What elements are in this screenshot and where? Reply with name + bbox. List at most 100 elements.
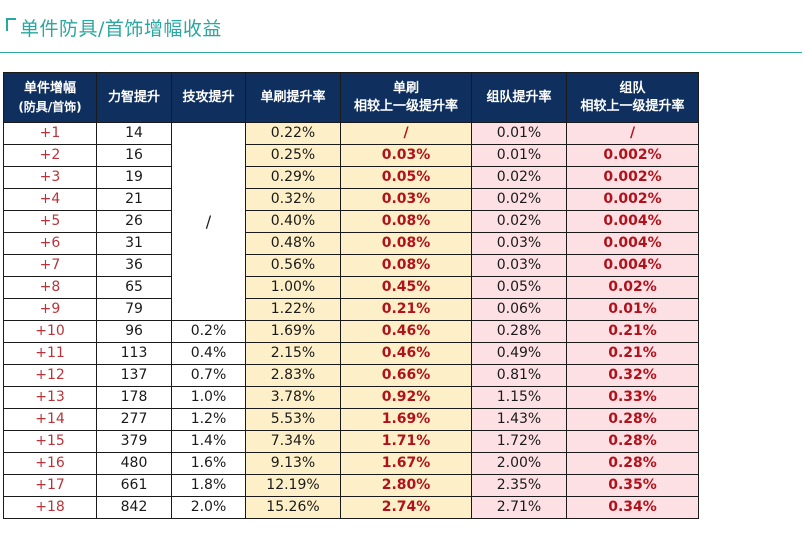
cell-solo: 0.25% — [245, 144, 341, 167]
cell-strength: 661 — [96, 474, 172, 497]
header-solo-delta-line2: 相较上一级提升率 — [353, 98, 458, 114]
cell-team: 0.05% — [471, 276, 567, 299]
cell-solo-delta: 0.45% — [340, 276, 472, 299]
cell-level: +10 — [3, 320, 97, 343]
page-header: 单件防具/首饰增幅收益 — [6, 10, 222, 44]
title-divider — [0, 52, 802, 53]
table-row: +3 19 0.29% 0.05% 0.02% 0.002% — [3, 166, 699, 189]
table-body: +1 14/0.22%/0.01% / +2 16 0.25% 0.03% 0.01% 0.00… — [3, 122, 699, 519]
cell-level: +12 — [3, 364, 97, 387]
cell-team: 2.00% — [471, 452, 567, 475]
header-strength: 力智提升 — [96, 72, 172, 123]
cell-team: 0.81% — [471, 364, 567, 387]
table-row: +14 277 1.2% 5.53% 1.69% 1.43% 0.28% — [3, 408, 699, 431]
cell-team: 0.49% — [471, 342, 567, 365]
enhancement-table: 单件增幅 (防具/首饰) 力智提升 技攻提升 单刷提升率 单刷 相较上一级提升率… — [3, 72, 699, 519]
cell-team: 0.02% — [471, 210, 567, 233]
cell-solo: 9.13% — [245, 452, 341, 475]
header-team-delta-line2: 相较上一级提升率 — [580, 98, 685, 114]
cell-strength: 178 — [96, 386, 172, 409]
cell-strength: 36 — [96, 254, 172, 277]
cell-solo-delta: 1.71% — [340, 430, 472, 453]
cell-team: 0.01% — [471, 122, 567, 145]
cell-solo: 3.78% — [245, 386, 341, 409]
cell-solo: 2.15% — [245, 342, 341, 365]
cell-team: 1.15% — [471, 386, 567, 409]
cell-solo: 0.22% — [245, 122, 341, 145]
cell-team: 0.01% — [471, 144, 567, 167]
cell-solo-delta: 0.21% — [340, 298, 472, 321]
cell-team-delta: 0.28% — [566, 408, 699, 431]
cell-strength: 137 — [96, 364, 172, 387]
table-row: +15 379 1.4% 7.34% 1.71% 1.72% 0.28% — [3, 430, 699, 453]
cell-solo-delta: 0.08% — [340, 232, 472, 255]
cell-level: +6 — [3, 232, 97, 255]
cell-skill: 1.6% — [171, 452, 246, 475]
cell-skill: 0.7% — [171, 364, 246, 387]
cell-skill-merged: / — [171, 122, 246, 321]
cell-level: +8 — [3, 276, 97, 299]
header-level-line2: (防具/首饰) — [18, 99, 82, 114]
table-row: +8 65 1.00% 0.45% 0.05% 0.02% — [3, 276, 699, 299]
cell-skill: 1.4% — [171, 430, 246, 453]
cell-solo: 0.29% — [245, 166, 341, 189]
cell-solo-delta: 1.67% — [340, 452, 472, 475]
cell-team-delta: 0.34% — [566, 496, 699, 519]
cell-level: +17 — [3, 474, 97, 497]
cell-team: 1.43% — [471, 408, 567, 431]
cell-strength: 113 — [96, 342, 172, 365]
table-row: +10 96 0.2% 1.69% 0.46% 0.28% 0.21% — [3, 320, 699, 343]
cell-solo-delta: 2.80% — [340, 474, 472, 497]
cell-strength: 79 — [96, 298, 172, 321]
cell-solo: 1.69% — [245, 320, 341, 343]
cell-level: +5 — [3, 210, 97, 233]
cell-team-delta: 0.002% — [566, 144, 699, 167]
cell-strength: 31 — [96, 232, 172, 255]
cell-team-delta: 0.002% — [566, 188, 699, 211]
cell-solo-delta: 2.74% — [340, 496, 472, 519]
cell-strength: 14 — [96, 122, 172, 145]
cell-team: 2.71% — [471, 496, 567, 519]
cell-solo: 1.00% — [245, 276, 341, 299]
cell-solo-delta: 0.92% — [340, 386, 472, 409]
cell-level: +7 — [3, 254, 97, 277]
cell-solo: 15.26% — [245, 496, 341, 519]
cell-team-delta: 0.004% — [566, 232, 699, 255]
cell-team-delta: 0.28% — [566, 452, 699, 475]
cell-level: +2 — [3, 144, 97, 167]
cell-level: +18 — [3, 496, 97, 519]
cell-solo-delta: 1.69% — [340, 408, 472, 431]
header-solo-delta-line1: 单刷 — [392, 80, 419, 96]
header-level: 单件增幅 (防具/首饰) — [3, 72, 97, 123]
cell-team: 0.02% — [471, 188, 567, 211]
cell-team-delta: 0.02% — [566, 276, 699, 299]
page-title: 单件防具/首饰增幅收益 — [20, 17, 222, 40]
cell-solo-delta: / — [340, 122, 472, 145]
cell-team: 2.35% — [471, 474, 567, 497]
cell-solo-delta: 0.66% — [340, 364, 472, 387]
cell-skill: 0.2% — [171, 320, 246, 343]
cell-level: +1 — [3, 122, 97, 145]
cell-solo-delta: 0.03% — [340, 144, 472, 167]
cell-strength: 480 — [96, 452, 172, 475]
cell-strength: 379 — [96, 430, 172, 453]
header-skill: 技攻提升 — [171, 72, 246, 123]
cell-team-delta: 0.32% — [566, 364, 699, 387]
cell-level: +15 — [3, 430, 97, 453]
table-row: +16 480 1.6% 9.13% 1.67% 2.00% 0.28% — [3, 452, 699, 475]
cell-solo-delta: 0.46% — [340, 320, 472, 343]
cell-team: 0.03% — [471, 232, 567, 255]
header-team-delta-line1: 组队 — [619, 80, 646, 96]
cell-solo: 0.32% — [245, 188, 341, 211]
table-row: +1 14/0.22%/0.01% / — [3, 122, 699, 321]
cell-level: +14 — [3, 408, 97, 431]
header-level-line1: 单件增幅 — [23, 80, 76, 96]
cell-team-delta: 0.35% — [566, 474, 699, 497]
table-row: +2 16 0.25% 0.03% 0.01% 0.002% — [3, 144, 699, 167]
cell-solo: 2.83% — [245, 364, 341, 387]
cell-solo-delta: 0.08% — [340, 210, 472, 233]
cell-solo: 5.53% — [245, 408, 341, 431]
cell-strength: 19 — [96, 166, 172, 189]
cell-level: +16 — [3, 452, 97, 475]
cell-level: +3 — [3, 166, 97, 189]
